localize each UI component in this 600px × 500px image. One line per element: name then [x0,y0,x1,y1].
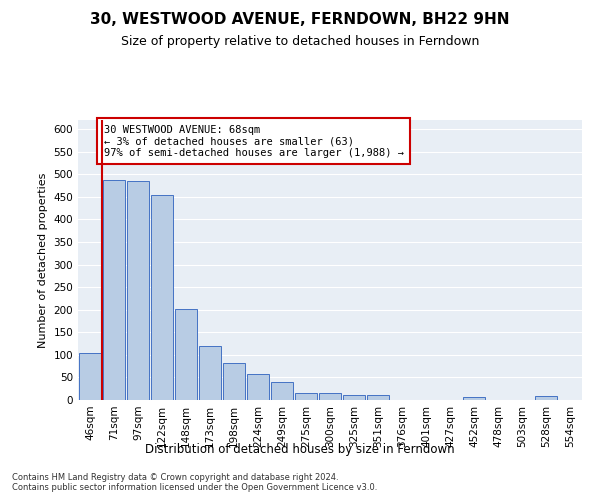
Bar [103,180,125,400]
Text: 30 WESTWOOD AVENUE: 68sqm
← 3% of detached houses are smaller (63)
97% of semi-d: 30 WESTWOOD AVENUE: 68sqm ← 3% of detach… [104,124,404,158]
Bar [223,363,245,400]
Bar [79,353,101,400]
Bar [247,374,269,400]
Bar [151,195,173,400]
Bar [175,309,197,400]
Bar [199,346,221,400]
Bar [367,396,389,400]
Text: Size of property relative to detached houses in Ferndown: Size of property relative to detached ho… [121,35,479,48]
Bar [271,382,293,400]
Bar [319,393,341,400]
Y-axis label: Number of detached properties: Number of detached properties [38,172,48,348]
Bar [535,396,557,400]
Text: Distribution of detached houses by size in Ferndown: Distribution of detached houses by size … [145,442,455,456]
Text: Contains HM Land Registry data © Crown copyright and database right 2024.
Contai: Contains HM Land Registry data © Crown c… [12,472,377,492]
Text: 30, WESTWOOD AVENUE, FERNDOWN, BH22 9HN: 30, WESTWOOD AVENUE, FERNDOWN, BH22 9HN [90,12,510,28]
Bar [343,396,365,400]
Bar [463,398,485,400]
Bar [127,181,149,400]
Bar [295,393,317,400]
